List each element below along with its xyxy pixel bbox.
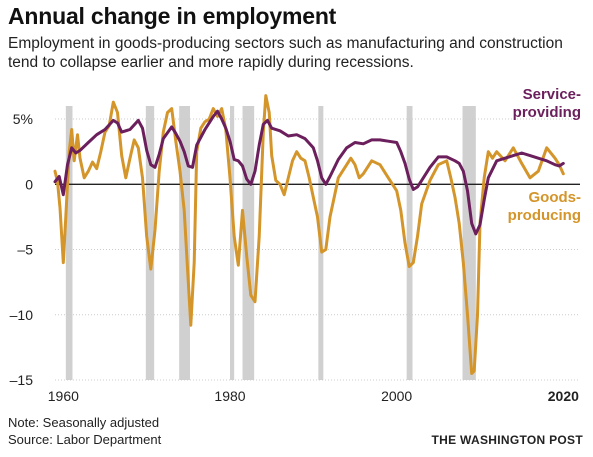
- note-text: Note: Seasonally adjusted: [8, 415, 160, 430]
- service-providing-label: providing: [513, 104, 581, 121]
- y-tick-label: –10: [10, 307, 34, 323]
- recession-band: [145, 106, 155, 380]
- recession-band: [406, 106, 413, 380]
- x-tick-label: 1960: [48, 388, 79, 404]
- goods-producing-label: Goods-: [529, 189, 582, 206]
- recession-band: [230, 106, 235, 380]
- recession-band: [65, 106, 73, 380]
- chart-title: Annual change in employment: [8, 3, 337, 29]
- axis-labels: 5% 0 –5 –10 –15 1960 1980 2000 2020: [10, 111, 579, 404]
- y-tick-label: –5: [17, 242, 33, 258]
- recession-band: [242, 106, 255, 380]
- line-chart: 5% 0 –5 –10 –15 1960 1980 2000 2020 Service-prov…: [10, 88, 581, 404]
- publisher-credit: THE WASHINGTON POST: [431, 433, 583, 447]
- service-providing-line: [53, 109, 565, 236]
- series-labels: Service-providing Goods-producing: [508, 88, 581, 224]
- y-tick-label: 5%: [13, 111, 33, 127]
- source-text: Source: Labor Department: [8, 432, 162, 447]
- goods-producing-label: producing: [508, 207, 581, 224]
- x-tick-label: 2000: [381, 388, 412, 404]
- chart-subtitle: Employment in goods-producing sectors su…: [8, 35, 563, 71]
- x-tick-label: 2020: [548, 388, 579, 404]
- series-lines: [53, 94, 565, 375]
- y-tick-label: 0: [25, 176, 33, 192]
- y-tick-label: –15: [10, 372, 34, 388]
- goods-producing-line: [53, 94, 565, 375]
- footnotes: Note: Seasonally adjusted Source: Labor …: [8, 414, 161, 448]
- service-providing-label: Service-: [523, 88, 581, 103]
- x-tick-label: 1980: [214, 388, 245, 404]
